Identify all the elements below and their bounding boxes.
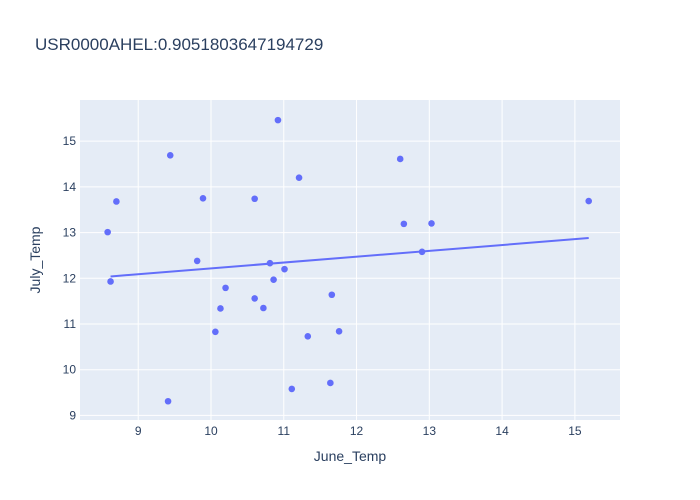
y-tick-labels: 9 10 11 12 13 14 15 <box>63 134 77 422</box>
y-tick-label: 14 <box>63 180 77 194</box>
data-point <box>328 291 336 299</box>
data-points <box>104 116 593 405</box>
x-tick-label: 13 <box>423 424 437 438</box>
data-point <box>212 328 219 336</box>
y-axis-title: July_Temp <box>27 226 43 293</box>
x-tick-labels: 9 10 11 12 13 14 15 <box>135 424 582 438</box>
y-tick-label: 9 <box>69 408 76 422</box>
data-point <box>585 197 593 205</box>
y-tick-label: 11 <box>64 317 77 331</box>
data-point <box>396 155 404 163</box>
data-point <box>222 284 229 292</box>
data-point <box>270 276 277 283</box>
y-tick-label: 15 <box>63 134 77 148</box>
data-point <box>166 152 174 159</box>
x-axis-title: June_Temp <box>314 448 387 464</box>
x-tick-label: 12 <box>350 424 364 438</box>
data-point <box>281 265 288 273</box>
y-tick-label: 12 <box>63 271 77 285</box>
trendline <box>110 237 589 278</box>
data-point <box>260 304 267 312</box>
data-point <box>400 220 408 228</box>
y-tick-label: 13 <box>63 226 77 240</box>
data-point <box>295 174 303 182</box>
data-point <box>104 228 111 236</box>
y-gridlines <box>80 140 620 416</box>
data-point <box>335 328 343 335</box>
plot-area <box>80 100 620 420</box>
data-point <box>274 116 282 124</box>
data-point <box>251 195 258 203</box>
data-point <box>217 305 224 312</box>
x-tick-label: 15 <box>568 424 582 438</box>
data-point <box>266 259 274 267</box>
chart-title: USR0000AHEL:0.9051803647194729 <box>35 35 323 54</box>
x-tick-label: 14 <box>495 424 509 438</box>
data-point <box>107 278 114 285</box>
data-point <box>288 385 296 393</box>
x-tick-label: 11 <box>278 424 291 438</box>
data-point <box>193 257 201 265</box>
y-tick-label: 10 <box>63 363 77 377</box>
data-point <box>199 194 207 202</box>
data-point <box>304 333 312 340</box>
x-tick-label: 10 <box>204 424 218 438</box>
x-tick-label: 9 <box>135 424 142 438</box>
data-point <box>113 198 120 205</box>
data-point <box>327 379 334 387</box>
data-point <box>164 397 172 405</box>
data-point <box>418 248 426 256</box>
x-gridlines <box>137 100 576 420</box>
data-point <box>251 295 258 302</box>
data-point <box>428 220 435 227</box>
trendline-group <box>110 237 589 278</box>
